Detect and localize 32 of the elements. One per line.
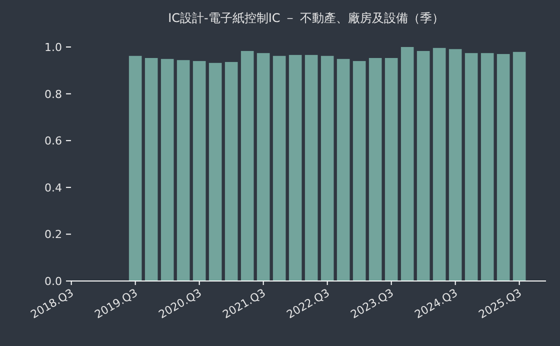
- bar: [288, 54, 302, 281]
- bar: [272, 56, 286, 281]
- bar: [464, 53, 478, 281]
- bar: [192, 61, 206, 281]
- bar: [176, 60, 190, 281]
- bar: [224, 62, 238, 281]
- bar: [304, 54, 318, 281]
- bar: [144, 58, 158, 281]
- bar: [416, 50, 430, 281]
- y-tick-label: 0.6: [44, 134, 62, 148]
- bar: [384, 58, 398, 281]
- bar: [208, 62, 222, 281]
- bar: [336, 58, 350, 281]
- bar: [240, 50, 254, 281]
- bar: [352, 61, 366, 281]
- y-tick-label: 0.2: [44, 228, 62, 242]
- bar: [160, 58, 174, 281]
- bar: [512, 52, 526, 281]
- bar: [128, 56, 142, 281]
- bar: [432, 48, 446, 281]
- bar: [400, 47, 414, 281]
- y-tick-label: 0.0: [44, 275, 62, 288]
- bar: [448, 49, 462, 281]
- bar: [320, 56, 334, 281]
- chart-title: IC設計-電子紙控制IC － 不動產、廠房及設備（季）: [168, 11, 444, 25]
- y-tick-label: 1.0: [44, 41, 62, 54]
- bar: [368, 58, 382, 281]
- y-tick-label: 0.4: [44, 181, 62, 194]
- bar: [256, 53, 270, 281]
- y-tick-label: 0.8: [44, 88, 62, 101]
- bar: [480, 53, 494, 281]
- bar: [496, 54, 510, 281]
